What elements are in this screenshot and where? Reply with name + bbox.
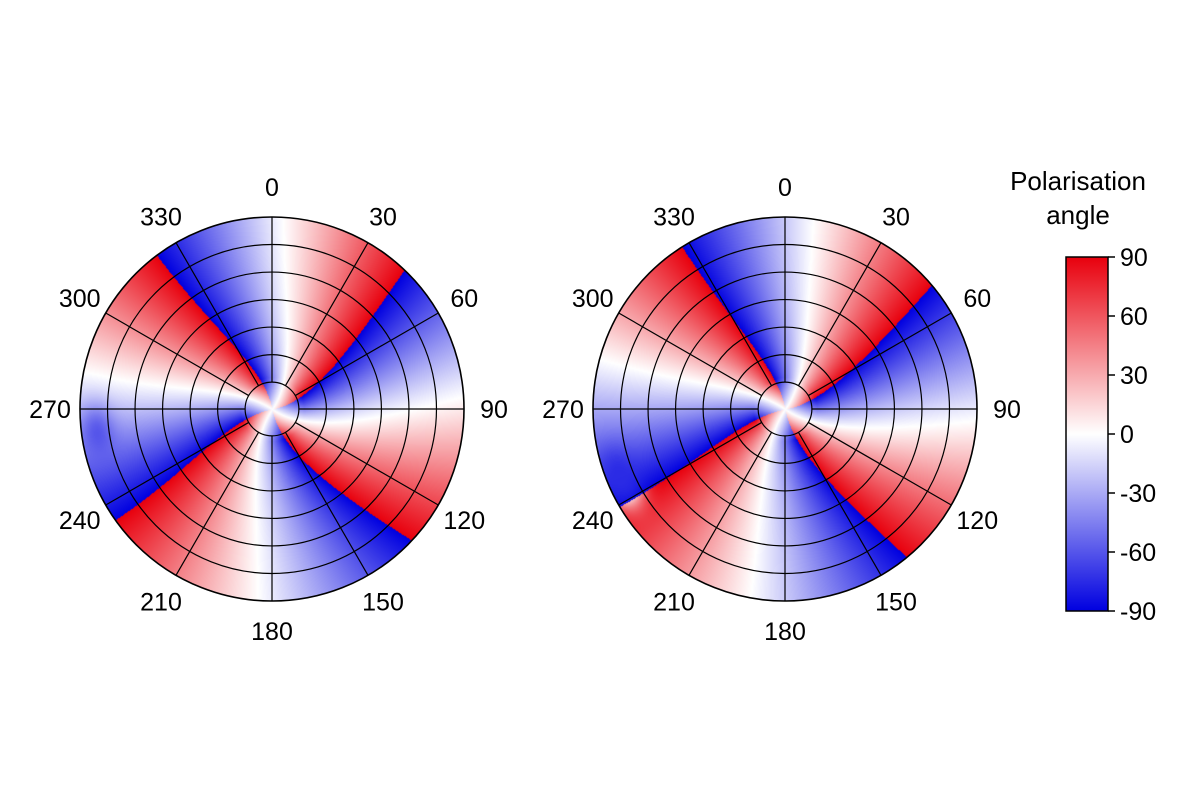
angle-tick-label: 330 — [653, 204, 695, 232]
angle-tick-label: 60 — [963, 285, 991, 313]
colorbar-tick-label: -30 — [1120, 480, 1156, 508]
polar-plot-right: 0 30 60 90 120 150 180 210 240 270 300 330 — [542, 174, 1021, 646]
angle-tick-label: 330 — [140, 204, 182, 232]
angular-spoke — [807, 312, 952, 397]
angular-spoke — [105, 312, 250, 397]
colorbar-tick-label: -90 — [1120, 598, 1156, 626]
angle-tick-label: 270 — [29, 396, 71, 424]
angular-spoke — [618, 312, 763, 397]
angle-tick-label: 120 — [956, 507, 998, 535]
angle-tick-label: 240 — [572, 507, 614, 535]
angular-spoke — [105, 421, 250, 506]
angle-tick-label: 240 — [59, 507, 101, 535]
angle-tick-label: 120 — [443, 507, 485, 535]
angular-spoke — [294, 312, 439, 397]
angular-spoke — [688, 431, 773, 576]
colorbar-tick-label: 30 — [1120, 362, 1148, 390]
angle-tick-label: 0 — [265, 174, 279, 202]
colorbar-tick-label: 90 — [1120, 244, 1148, 272]
angular-spoke — [294, 421, 439, 506]
colorbar-tick-label: -60 — [1120, 539, 1156, 567]
angular-spoke — [284, 431, 369, 576]
angle-tick-label: 150 — [362, 588, 404, 616]
polar-plot-left: 0 30 60 90 120 150 180 210 240 270 300 330 — [29, 174, 508, 646]
angle-tick-label: 30 — [882, 204, 910, 232]
angle-tick-label: 180 — [251, 618, 293, 646]
colorbar-tick-label: 60 — [1120, 303, 1148, 331]
angular-spoke — [175, 431, 260, 576]
angle-tick-label: 270 — [542, 396, 584, 424]
angular-spoke — [175, 242, 260, 387]
angle-tick-label: 150 — [875, 588, 917, 616]
colorbar-title-line2: angle — [1046, 200, 1110, 230]
angular-spoke — [688, 242, 773, 387]
angle-tick-label: 90 — [480, 396, 508, 424]
angle-tick-label: 300 — [59, 285, 101, 313]
colorbar-tick-label: 0 — [1120, 421, 1134, 449]
angle-tick-label: 0 — [778, 174, 792, 202]
angle-tick-label: 90 — [993, 396, 1021, 424]
angular-spoke — [284, 242, 369, 387]
angular-spoke — [807, 421, 952, 506]
colorbar: Polarisation angle 90 60 30 0 -30 -60 -90 — [1010, 166, 1156, 626]
angle-tick-label: 210 — [140, 588, 182, 616]
angular-spoke — [797, 242, 882, 387]
angular-spoke — [797, 431, 882, 576]
colorbar-gradient — [1065, 256, 1109, 612]
angle-tick-label: 300 — [572, 285, 614, 313]
angle-tick-label: 60 — [450, 285, 478, 313]
angle-tick-label: 30 — [369, 204, 397, 232]
angle-tick-label: 210 — [653, 588, 695, 616]
colorbar-title-line1: Polarisation — [1010, 166, 1146, 196]
angle-tick-label: 180 — [764, 618, 806, 646]
angular-spoke — [618, 421, 763, 506]
